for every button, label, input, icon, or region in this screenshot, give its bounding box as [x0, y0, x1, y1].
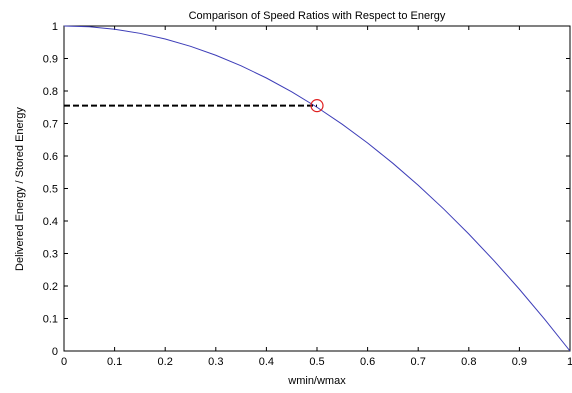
y-tick-label: 0.2: [43, 281, 58, 293]
marker-circle: [310, 99, 324, 113]
series-line: [63, 25, 571, 352]
y-tick-label: 0.5: [43, 184, 58, 196]
y-tick-label: 0.7: [43, 119, 58, 131]
x-tick-label: 0: [61, 356, 67, 368]
x-tick-label: 0.8: [461, 356, 476, 368]
chart-title: Comparison of Speed Ratios with Respect …: [189, 10, 446, 22]
x-tick-label: 0.3: [208, 356, 223, 368]
x-tick-label: 0.4: [259, 356, 274, 368]
x-tick-label: 0.7: [411, 356, 426, 368]
y-axis-label: Delivered Energy / Stored Energy: [14, 107, 26, 271]
x-tick-label: 0.2: [158, 356, 173, 368]
x-tick-label: 0.9: [512, 356, 527, 368]
y-tick-label: 0.4: [43, 216, 58, 228]
x-tick-label: 0.6: [360, 356, 375, 368]
x-tick-label: 1: [567, 356, 572, 368]
x-tick-label: 0.5: [309, 356, 324, 368]
plot-area: 0 0.1 0.2 0.3 0.4 0.5 0.6 0.7 0.8 0.9 1 0 0.1 0.2 0.3 0…: [43, 21, 572, 368]
y-tick-label: 0.3: [43, 249, 58, 261]
y-tick-label: 0.8: [43, 86, 58, 98]
y-tick-label: 0: [52, 346, 58, 358]
y-tick-label: 0.1: [43, 314, 58, 326]
y-tick-label: 1: [52, 21, 58, 33]
x-axis-label: wmin/wmax: [287, 375, 346, 387]
y-tick-label: 0.6: [43, 151, 58, 163]
y-tick-label: 0.9: [43, 54, 58, 66]
x-tick-label: 0.1: [107, 356, 122, 368]
plot-frame: [63, 25, 571, 352]
